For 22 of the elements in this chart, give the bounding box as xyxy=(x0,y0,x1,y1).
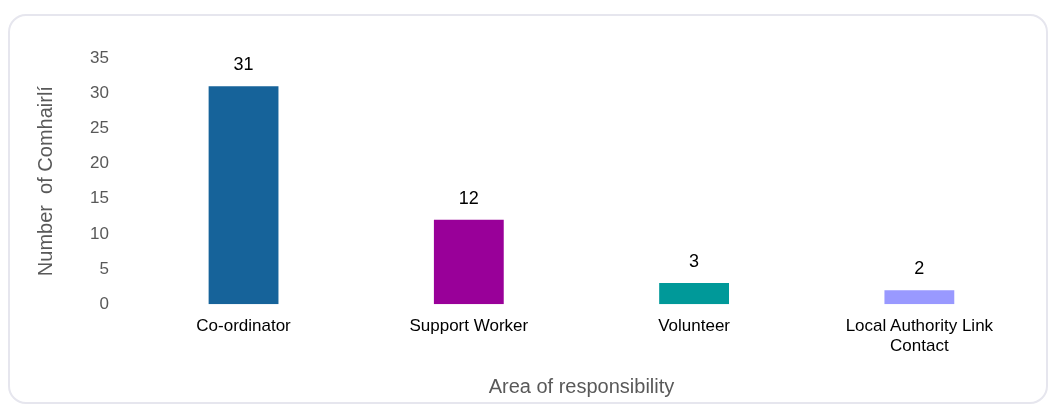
bar xyxy=(433,219,504,305)
data-label: 12 xyxy=(458,187,479,208)
x-tick-label: Support Worker xyxy=(409,316,529,336)
y-tick-label: 30 xyxy=(89,82,109,102)
bar xyxy=(659,283,730,305)
y-axis-title: Number of Comhairlí xyxy=(33,85,56,277)
x-tick-label: Co-ordinator xyxy=(196,316,292,336)
data-label: 2 xyxy=(914,258,925,279)
x-axis-title: Area of responsibility xyxy=(488,374,675,397)
bar xyxy=(208,86,279,305)
data-label: 31 xyxy=(233,54,254,75)
y-tick-label: 35 xyxy=(89,47,109,67)
data-label: 3 xyxy=(689,251,700,272)
y-tick-label: 5 xyxy=(99,258,109,278)
y-tick-label: 0 xyxy=(99,293,109,313)
y-tick-label: 25 xyxy=(89,118,109,138)
y-tick-label: 20 xyxy=(89,153,109,173)
bar xyxy=(884,290,955,305)
y-tick-label: 15 xyxy=(89,188,109,208)
x-tick-label: Local Authority Link Contact xyxy=(845,316,994,356)
x-tick-label: Volunteer xyxy=(658,316,731,336)
y-tick-label: 10 xyxy=(89,223,109,243)
